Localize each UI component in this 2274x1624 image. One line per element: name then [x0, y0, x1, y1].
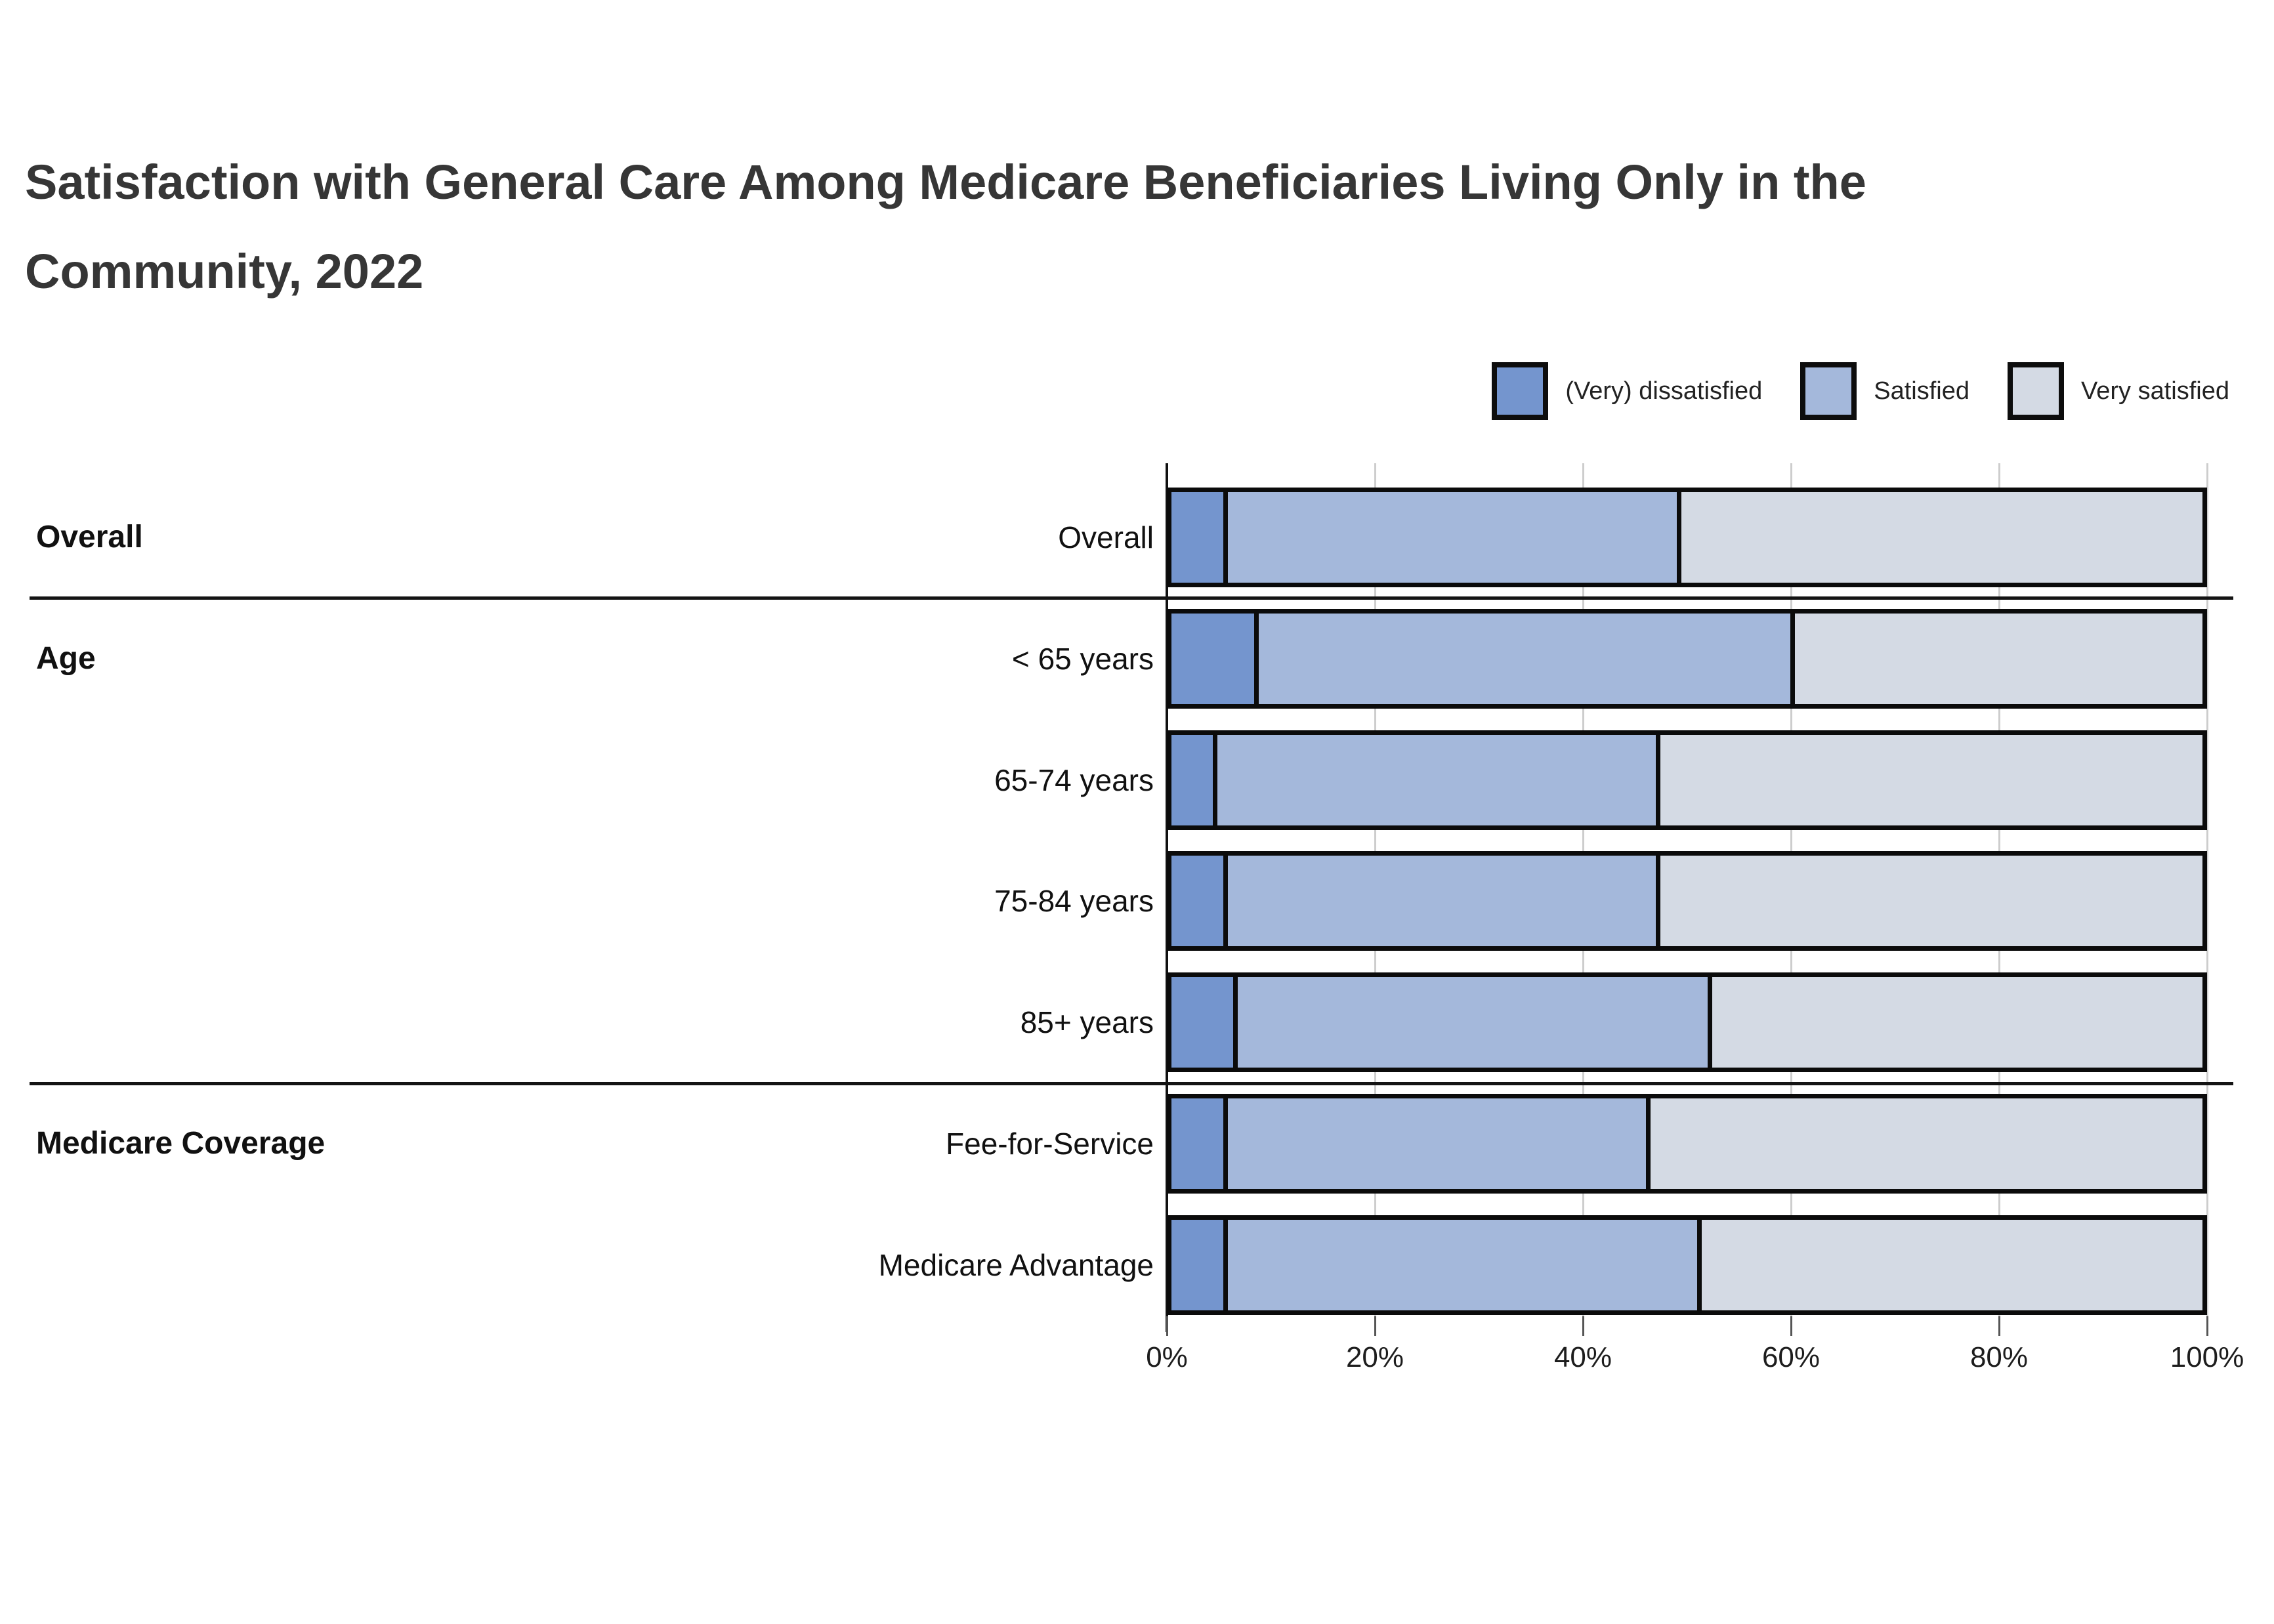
- group-label: Overall: [36, 520, 143, 554]
- bar-segment: [1171, 492, 1223, 583]
- legend-label: (Very) dissatisfied: [1565, 377, 1763, 405]
- bar-segment: [1233, 977, 1708, 1068]
- chart-title-line-2: Community, 2022: [25, 244, 424, 299]
- x-axis-tick-label: 40%: [1553, 1341, 1612, 1373]
- x-axis-tick-label: 0%: [1146, 1341, 1188, 1373]
- legend-item-dissatisfied: (Very) dissatisfied: [1492, 362, 1762, 420]
- bar-row: [1167, 972, 2207, 1073]
- x-axis-tick: [1582, 1316, 1584, 1336]
- bar-row: [1167, 730, 2207, 830]
- chart-title: Satisfaction with General Care Among Med…: [25, 138, 2151, 316]
- plot-area: [1167, 463, 2208, 1316]
- bar-segment: [1790, 613, 2202, 704]
- row-label: < 65 years: [1011, 641, 1154, 676]
- group-label: Medicare Coverage: [36, 1126, 326, 1161]
- bar-segment: [1676, 492, 2202, 583]
- bar-segment: [1697, 1219, 2202, 1310]
- bar-segment: [1223, 1219, 1698, 1310]
- row-label: Fee-for-Service: [946, 1127, 1154, 1161]
- x-axis-tick-label: 20%: [1345, 1341, 1404, 1373]
- bar-segment: [1212, 734, 1656, 825]
- bar-segment: [1223, 856, 1656, 947]
- legend: (Very) dissatisfied Satisfied Very satis…: [1492, 360, 2229, 423]
- x-axis-tick: [1790, 1316, 1792, 1336]
- chart-title-line-1: Satisfaction with General Care Among Med…: [25, 155, 1866, 209]
- bar-segment: [1171, 1219, 1223, 1310]
- bar-row: [1167, 851, 2207, 951]
- x-axis-tick-label: 60%: [1761, 1341, 1821, 1373]
- bar-segment: [1171, 613, 1254, 704]
- legend-swatch-very-satisfied-icon: [2008, 362, 2064, 420]
- x-axis-tick: [1166, 1316, 1168, 1336]
- x-axis-tick: [1998, 1316, 2000, 1336]
- group-separator: [30, 596, 2233, 600]
- bar-segment: [1645, 1098, 2202, 1189]
- legend-swatch-dissatisfied-icon: [1492, 362, 1549, 420]
- row-label: 75-84 years: [994, 884, 1154, 919]
- group-separator: [30, 1081, 2233, 1085]
- bar-row: [1167, 488, 2207, 587]
- bar-segment: [1253, 613, 1790, 704]
- row-label: Medicare Advantage: [878, 1247, 1154, 1282]
- legend-item-very-satisfied: Very satisfied: [2008, 362, 2229, 420]
- bar-row: [1167, 1215, 2207, 1315]
- bar-segment: [1707, 977, 2202, 1068]
- x-axis-tick: [2206, 1316, 2208, 1336]
- group-label: Age: [36, 640, 96, 676]
- bar-segment: [1171, 856, 1223, 947]
- row-label: Overall: [1058, 520, 1154, 554]
- legend-label: Very satisfied: [2081, 377, 2229, 405]
- row-label: 85+ years: [1020, 1005, 1154, 1040]
- bar-row: [1167, 1094, 2207, 1194]
- x-axis-tick-label: 100%: [2170, 1341, 2244, 1373]
- bar-row: [1167, 608, 2207, 709]
- bar-segment: [1223, 492, 1677, 583]
- bar-segment: [1656, 734, 2202, 825]
- row-label: 65-74 years: [994, 762, 1154, 797]
- gridline-100: [2206, 463, 2208, 1316]
- bar-segment: [1656, 856, 2202, 947]
- legend-swatch-satisfied-icon: [1800, 362, 1857, 420]
- x-axis-tick: [1374, 1316, 1376, 1336]
- legend-item-satisfied: Satisfied: [1800, 362, 1969, 420]
- x-axis-tick-label: 80%: [1969, 1341, 2029, 1373]
- bar-segment: [1223, 1098, 1646, 1189]
- bar-segment: [1171, 734, 1213, 825]
- bar-segment: [1171, 1098, 1223, 1189]
- legend-label: Satisfied: [1874, 377, 1969, 405]
- bar-segment: [1171, 977, 1234, 1068]
